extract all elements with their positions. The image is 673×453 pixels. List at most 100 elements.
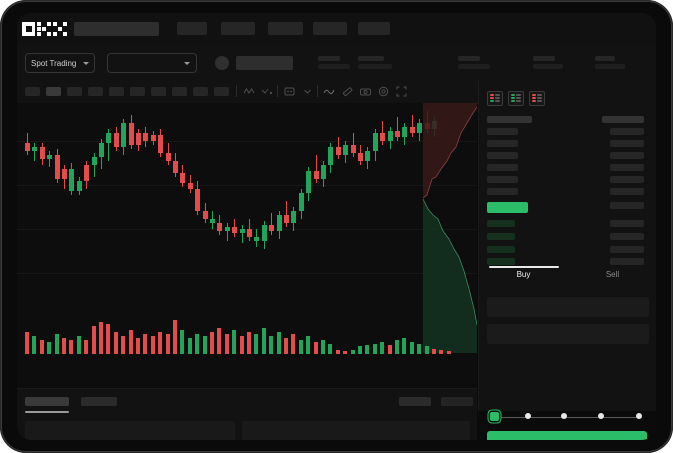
orderbook-bids-icon[interactable] [508, 91, 524, 106]
candle [380, 103, 386, 303]
candle [224, 103, 230, 303]
candle [113, 103, 119, 303]
candle [54, 103, 60, 303]
logo-letter-x [52, 22, 67, 36]
okx-logo[interactable] [22, 22, 67, 36]
volume-series [17, 308, 477, 368]
orderbook-bid-row[interactable] [487, 220, 515, 227]
orderbook-ask-row[interactable] [487, 128, 518, 135]
timeframe-button-10[interactable] [214, 87, 229, 96]
candle [232, 103, 238, 303]
orderbook-ask-row[interactable] [487, 164, 518, 171]
orderbook-spread-highlight[interactable] [487, 202, 528, 213]
candle [254, 103, 260, 303]
candle [291, 103, 297, 303]
trading-pair-selector[interactable] [107, 53, 197, 73]
stepper-node-4[interactable] [598, 413, 604, 419]
volume-bar [424, 346, 429, 354]
orderbook-ask-row[interactable] [487, 188, 518, 195]
candle [328, 103, 334, 303]
nav-item-4[interactable] [313, 22, 347, 35]
orderbook-bid-row[interactable] [487, 258, 515, 265]
timeframe-button-1[interactable] [25, 87, 40, 96]
stepper-node-1[interactable] [490, 412, 499, 421]
volume-bar [387, 345, 392, 354]
candle [143, 103, 149, 303]
panel-action-2[interactable] [441, 397, 473, 406]
orderbook-bid-row[interactable] [487, 233, 515, 240]
submit-order-button[interactable] [487, 431, 647, 440]
volume-bar [165, 334, 170, 354]
tab-open-orders[interactable] [25, 397, 69, 406]
volume-bar [32, 336, 37, 354]
settings-icon[interactable] [377, 85, 390, 98]
candle [69, 103, 75, 303]
timeframe-button-5[interactable] [109, 87, 124, 96]
tab-order-history[interactable] [81, 397, 117, 406]
candle [313, 103, 319, 303]
timeframe-button-9[interactable] [193, 87, 208, 96]
panel-action-1[interactable] [399, 397, 431, 406]
logo-letter-k [37, 22, 52, 36]
stepper-node-2[interactable] [525, 413, 531, 419]
orderbook-ask-row[interactable] [487, 140, 518, 147]
volume-bar [321, 340, 325, 354]
orderbook-ask-row[interactable] [487, 176, 518, 183]
timeframe-button-3[interactable] [67, 87, 82, 96]
candlestick-series [17, 103, 477, 303]
orderbook-size-cell [610, 258, 644, 265]
candle [269, 103, 275, 303]
active-tab-underline [489, 266, 559, 268]
orderbook-ask-row[interactable] [487, 152, 518, 159]
nav-item-3[interactable] [268, 22, 303, 35]
orderbook-both-icon[interactable] [487, 91, 503, 106]
volume-bar [269, 336, 274, 354]
orderbook-size-cell [610, 164, 644, 171]
candle [276, 103, 282, 303]
tab-buy[interactable]: Buy [516, 270, 531, 279]
timeframe-button-2[interactable] [46, 87, 61, 96]
orderbook-asks-icon[interactable] [529, 91, 545, 106]
volume-bar [409, 342, 414, 354]
line-chart-icon[interactable] [323, 85, 336, 98]
tab-sell[interactable]: Sell [605, 270, 620, 279]
volume-bar [232, 330, 237, 354]
order-amount-stepper[interactable] [487, 411, 647, 425]
timeframe-button-6[interactable] [130, 87, 145, 96]
trading-mode-selector[interactable]: Spot Trading [25, 53, 95, 73]
volume-bar [247, 332, 251, 354]
timeframe-button-7[interactable] [151, 87, 166, 96]
candle [335, 103, 341, 303]
chevron-down-icon[interactable] [301, 85, 314, 98]
stepper-node-3[interactable] [561, 413, 567, 419]
volume-bar [306, 336, 311, 354]
compare-icon[interactable] [261, 85, 274, 98]
fullscreen-icon[interactable] [395, 85, 408, 98]
order-amount-field[interactable] [487, 324, 649, 344]
price-chart[interactable] [17, 103, 477, 388]
candle [150, 103, 156, 303]
template-icon[interactable] [283, 85, 296, 98]
orderbook-size-header [602, 116, 644, 123]
timeframe-button-4[interactable] [88, 87, 103, 96]
indicator-icon[interactable] [243, 85, 256, 98]
candle [247, 103, 252, 303]
ruler-icon[interactable] [341, 85, 354, 98]
orderbook-size-cell [610, 128, 644, 135]
stepper-node-5[interactable] [636, 413, 642, 419]
candle [99, 103, 104, 303]
candle [202, 103, 208, 303]
candle [165, 103, 171, 303]
nav-item-2[interactable] [221, 22, 255, 35]
candle [195, 103, 201, 303]
global-search-bar[interactable] [74, 22, 159, 36]
candle [365, 103, 371, 303]
orderbook-size-cell [610, 233, 644, 240]
nav-item-5[interactable] [358, 22, 390, 35]
nav-item-1[interactable] [177, 22, 207, 35]
camera-icon[interactable] [359, 85, 372, 98]
timeframe-button-8[interactable] [172, 87, 187, 96]
orderbook-bid-row[interactable] [487, 246, 515, 253]
order-price-field[interactable] [487, 297, 649, 317]
trading-mode-label: Spot Trading [31, 58, 77, 68]
